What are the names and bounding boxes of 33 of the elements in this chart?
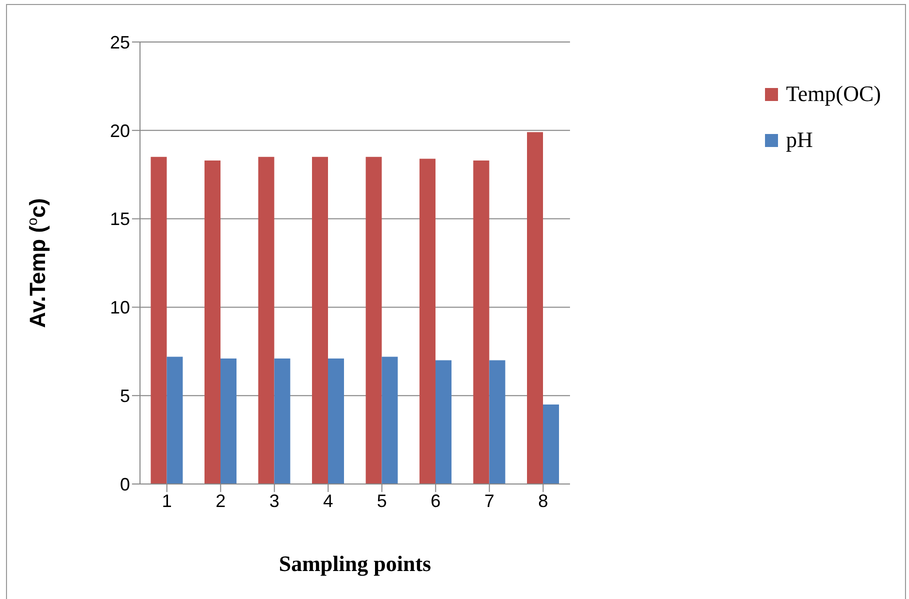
bar: [382, 356, 398, 484]
bar: [328, 358, 344, 484]
x-tick-label: 6: [430, 490, 441, 511]
bar: [543, 404, 559, 484]
y-tick-label: 5: [120, 386, 130, 406]
bar: [274, 358, 290, 484]
bar: [527, 132, 543, 484]
bar: [473, 160, 490, 484]
y-tick-label: 10: [110, 298, 130, 318]
x-axis-title: Sampling points: [278, 551, 432, 576]
legend-label: Temp(OC): [786, 81, 881, 107]
bar: [366, 156, 382, 484]
x-tick-label: 5: [376, 490, 387, 511]
bar: [312, 156, 328, 484]
bar: [258, 156, 274, 484]
bar: [150, 156, 167, 484]
x-tick-label: 4: [323, 490, 334, 511]
y-tick-label: 20: [110, 120, 130, 141]
x-tick-label: 8: [538, 490, 548, 511]
bar: [489, 360, 506, 484]
y-tick-label: 0: [120, 474, 130, 494]
legend-label: pH: [786, 127, 813, 153]
x-tick-label: 7: [484, 490, 494, 511]
x-tick-label: 2: [216, 490, 226, 511]
y-tick-label: 15: [110, 209, 130, 230]
bar: [436, 360, 452, 484]
bar: [220, 358, 236, 484]
x-tick-label: 3: [269, 490, 280, 511]
x-tick-label: 1: [162, 490, 172, 511]
y-tick-label: 25: [110, 32, 130, 52]
bar: [204, 160, 220, 484]
bar: [166, 356, 183, 484]
bar: [420, 158, 436, 484]
